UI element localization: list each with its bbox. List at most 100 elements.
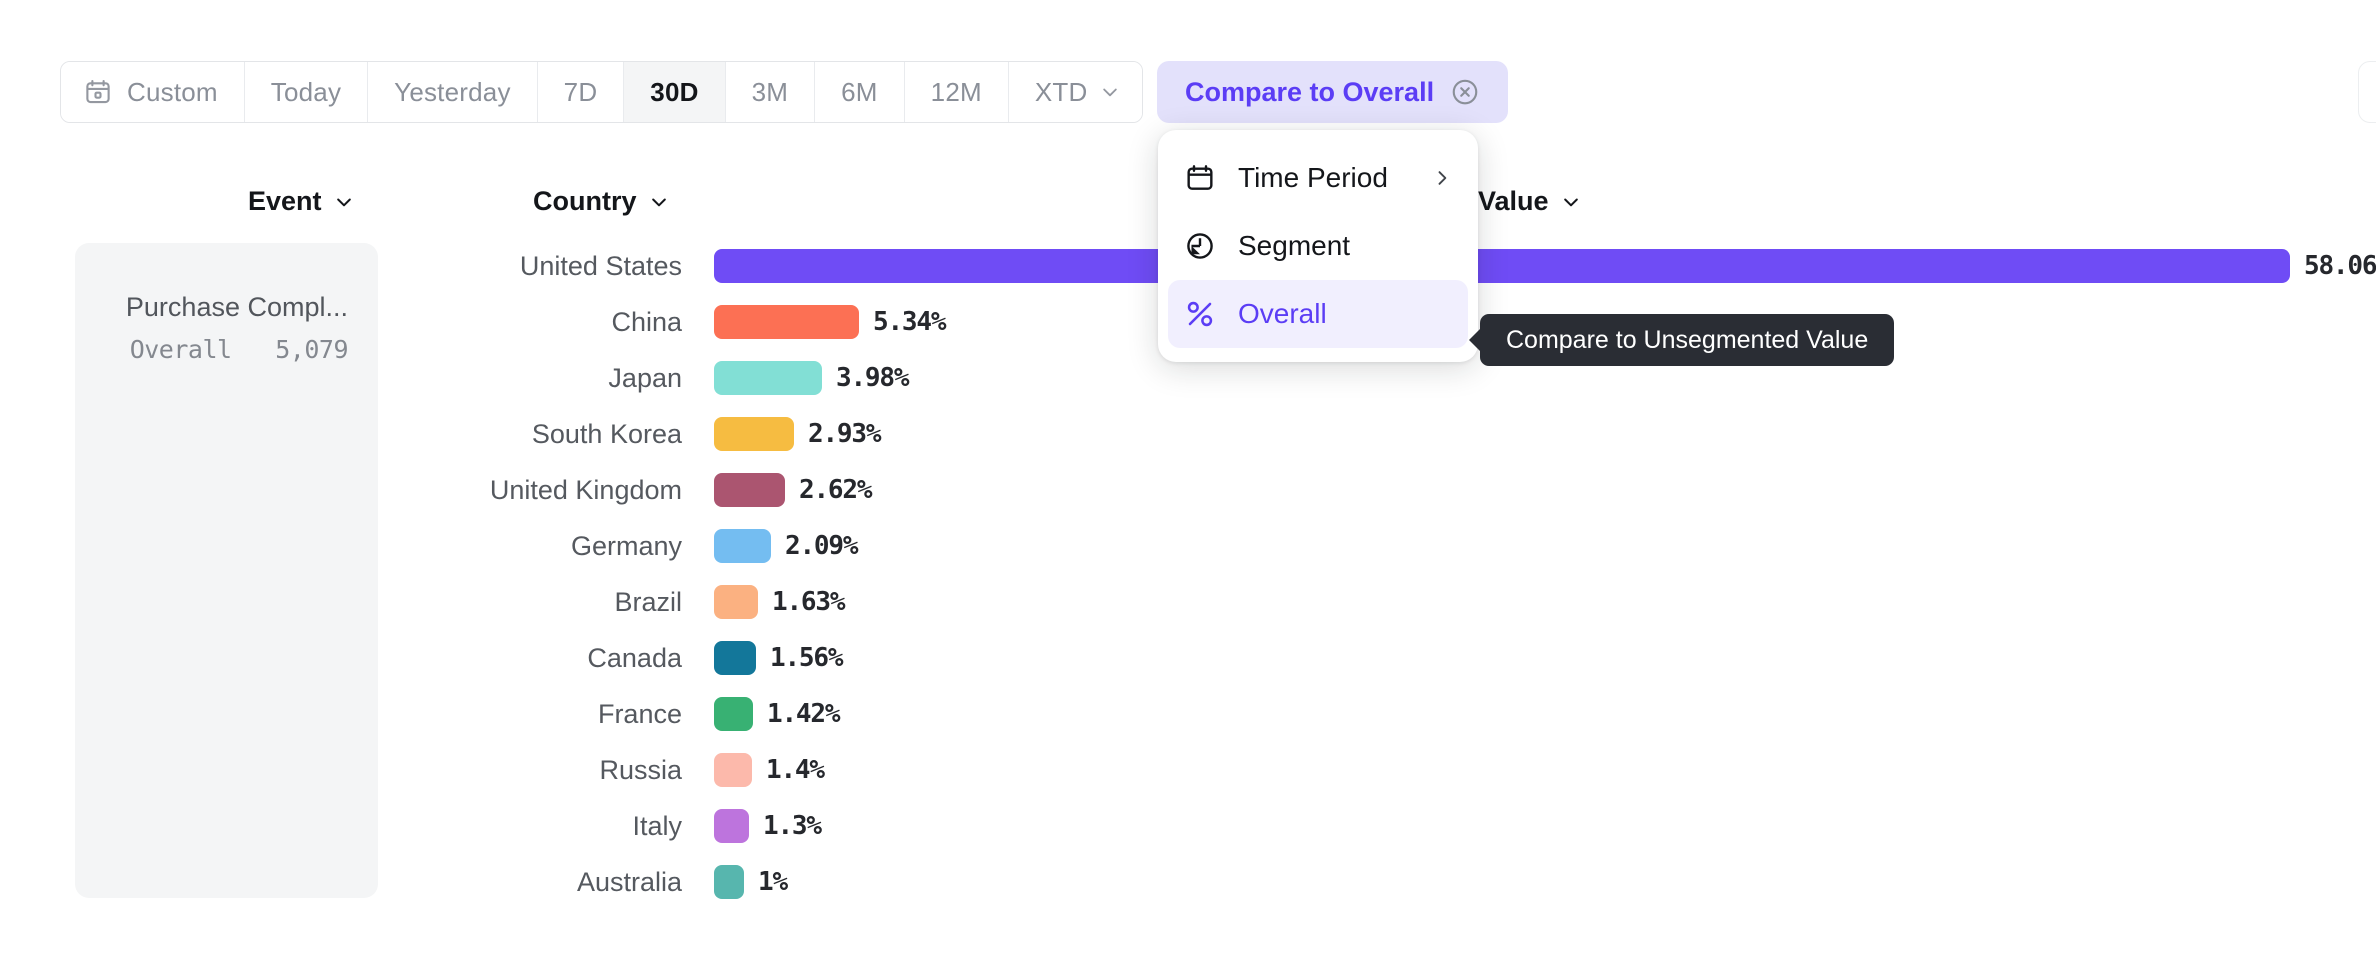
event-card-title: Purchase Compl... — [125, 292, 348, 322]
chevron-down-icon[interactable] — [649, 192, 669, 212]
date-range-button-30d[interactable]: 30D — [624, 62, 726, 122]
date-range-button-label: 6M — [841, 76, 878, 107]
bar-chart-row[interactable]: France 1.42% — [0, 688, 2376, 744]
bar-chart: United States 58.06% China 5.34% Japan 3.98% S… — [0, 240, 2376, 912]
bar-segment[interactable] — [714, 585, 758, 619]
event-card-overall-value: 5,079 — [275, 334, 348, 364]
column-header-event[interactable]: Event — [248, 186, 354, 217]
date-range-button-12m[interactable]: 12M — [904, 62, 1009, 122]
date-range-button-yesterday[interactable]: Yesterday — [368, 62, 538, 122]
calendar-icon — [1187, 165, 1213, 190]
event-card[interactable]: Purchase Compl... Overall 5,079 — [75, 243, 378, 898]
event-card-overall: Overall 5,079 — [105, 334, 349, 364]
bar-row-label: Italy — [632, 811, 682, 841]
date-range-button-group[interactable]: Custom Today Yesterday 7D 30D 3M 6M 12M XTD — [60, 61, 1144, 123]
bar-value-label: 1.42% — [767, 699, 840, 729]
bar-chart-row[interactable]: China 5.34% — [0, 296, 2376, 352]
bar-value-label: 58.06% — [2304, 251, 2376, 281]
bar-segment[interactable] — [714, 417, 794, 451]
event-card-overall-label: Overall — [129, 334, 232, 364]
date-range-button-label: Yesterday — [394, 76, 511, 107]
bar-value-label: 2.93% — [808, 419, 881, 449]
bar-row-label: Canada — [587, 643, 682, 673]
bar-chart-row[interactable]: Japan 3.98% — [0, 352, 2376, 408]
date-range-button-7d[interactable]: 7D — [537, 62, 625, 122]
chevron-down-icon[interactable] — [1561, 192, 1581, 212]
bar-value-label: 2.09% — [785, 531, 858, 561]
date-range-button-xtd[interactable]: XTD — [1008, 62, 1143, 122]
bar-row-label: United Kingdom — [489, 475, 682, 505]
bar-chart-row[interactable]: Germany 2.09% — [0, 520, 2376, 576]
column-header-value-label: Value — [1478, 186, 1549, 216]
calendar-icon — [86, 79, 110, 104]
compare-to-overall-pill[interactable]: Compare to Overall — [1157, 61, 1509, 123]
menu-item-label: Time Period — [1238, 162, 1388, 193]
menu-item-label: Overall — [1238, 298, 1327, 329]
column-header-country-label: Country — [533, 186, 637, 216]
date-range-button-label: 7D — [563, 76, 598, 107]
date-range-button-label: 3M — [751, 76, 789, 107]
tooltip-text: Compare to Unsegmented Value — [1506, 325, 1869, 354]
pie-segment-icon — [1187, 233, 1213, 259]
column-header-country[interactable]: Country — [533, 186, 669, 217]
chevron-right-icon[interactable] — [1432, 168, 1452, 188]
bar-chart-row[interactable]: Brazil 1.63% — [0, 576, 2376, 632]
bar-row-label: Russia — [599, 755, 682, 785]
overflow-edge-button[interactable] — [2358, 61, 2376, 123]
bar-segment[interactable] — [714, 641, 756, 675]
bar-chart-row[interactable]: South Korea 2.93% — [0, 408, 2376, 464]
column-header-value[interactable]: Value — [1478, 186, 1581, 217]
date-range-button-today[interactable]: Today — [244, 62, 369, 122]
date-range-button-custom[interactable]: Custom — [61, 62, 245, 122]
bar-segment[interactable] — [714, 473, 785, 507]
date-range-button-3m[interactable]: 3M — [725, 62, 816, 122]
compare-pill-label: Compare to Overall — [1185, 76, 1435, 107]
date-range-button-label: XTD — [1034, 76, 1088, 107]
bar-value-label: 3.98% — [836, 363, 909, 393]
compare-dropdown-menu[interactable]: Time Period Segment Overall — [1158, 130, 1478, 362]
date-range-button-6m[interactable]: 6M — [815, 62, 905, 122]
bar-row-label: France — [597, 699, 682, 729]
bar-segment[interactable] — [714, 753, 752, 787]
date-range-button-label: Custom — [127, 76, 218, 107]
date-range-button-label: 12M — [930, 76, 982, 107]
bar-row-label: Germany — [570, 531, 682, 561]
column-header-event-label: Event — [248, 186, 322, 216]
bar-chart-row[interactable]: United Kingdom 2.62% — [0, 464, 2376, 520]
bar-value-label: 1% — [758, 867, 788, 897]
bar-segment[interactable] — [714, 529, 771, 563]
bar-row-label: Japan — [608, 363, 682, 393]
bar-row-label: China — [611, 307, 682, 337]
bar-value-label: 1.56% — [770, 643, 843, 673]
bar-segment[interactable] — [714, 865, 744, 899]
bar-chart-row[interactable]: Russia 1.4% — [0, 744, 2376, 800]
x-circle-icon[interactable] — [1450, 77, 1480, 107]
date-range-toolbar: Custom Today Yesterday 7D 30D 3M 6M 12M XTD Comp… — [0, 0, 2376, 140]
bar-row-label: South Korea — [531, 419, 682, 449]
menu-item-overall[interactable]: Overall — [1168, 280, 1468, 348]
bar-chart-row[interactable]: Australia 1% — [0, 856, 2376, 912]
bar-segment[interactable] — [714, 361, 822, 395]
tooltip: Compare to Unsegmented Value — [1480, 314, 1895, 366]
bar-segment[interactable] — [714, 697, 753, 731]
menu-item-time-period[interactable]: Time Period — [1168, 144, 1468, 212]
bar-segment[interactable] — [714, 809, 749, 843]
date-range-button-label: 30D — [650, 76, 699, 107]
menu-item-segment[interactable]: Segment — [1168, 212, 1468, 280]
bar-value-label: 1.3% — [763, 811, 822, 841]
chevron-down-icon[interactable] — [1100, 82, 1120, 102]
bar-chart-row[interactable]: Italy 1.3% — [0, 800, 2376, 856]
bar-chart-row[interactable]: Canada 1.56% — [0, 632, 2376, 688]
bar-segment[interactable] — [714, 305, 859, 339]
bar-chart-row[interactable]: United States 58.06% — [0, 240, 2376, 296]
bar-value-label: 1.63% — [772, 587, 845, 617]
menu-item-label: Segment — [1238, 230, 1351, 261]
date-range-button-label: Today — [270, 76, 342, 107]
bar-segment[interactable] — [714, 249, 2290, 283]
bar-value-label: 1.4% — [766, 755, 825, 785]
chevron-down-icon[interactable] — [334, 192, 354, 212]
bar-value-label: 5.34% — [873, 307, 946, 337]
bar-row-label: United States — [519, 251, 682, 281]
bar-value-label: 2.62% — [799, 475, 872, 505]
